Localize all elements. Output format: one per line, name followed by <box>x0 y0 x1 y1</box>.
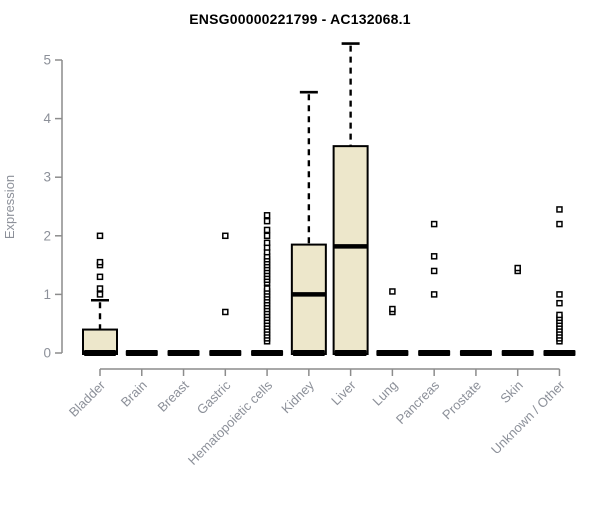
iqr-box <box>332 145 369 355</box>
outlier-point <box>430 267 438 275</box>
zero-bar <box>167 350 200 356</box>
outlier-point <box>430 253 438 260</box>
zero-bar <box>125 350 158 356</box>
outlier-point <box>556 206 563 213</box>
y-axis: 0 1 2 3 4 5 Expression <box>2 53 63 361</box>
outlier-point <box>556 299 563 307</box>
x-tick-label: Unknown / Other <box>488 377 568 457</box>
box-liver <box>332 42 369 356</box>
y-tick-label: 0 <box>43 346 51 361</box>
outlier-point <box>263 239 271 247</box>
zero-bar <box>251 350 284 356</box>
zero-bar <box>376 350 409 356</box>
x-tick-label: Breast <box>154 377 191 414</box>
iqr-box <box>82 328 118 355</box>
y-tick-label: 3 <box>43 170 51 185</box>
outlier-point <box>222 232 229 240</box>
outlier-point <box>389 288 396 295</box>
outlier-point <box>96 232 104 240</box>
outlier-point <box>389 305 396 313</box>
x-tick-label: Kidney <box>278 377 317 416</box>
box-kidney <box>290 90 327 356</box>
y-tick-label: 1 <box>43 287 51 302</box>
x-tick-label: Prostate <box>439 378 484 423</box>
outlier-point <box>514 264 521 272</box>
box-lung <box>376 288 409 356</box>
x-tick-label: Pancreas <box>393 377 443 427</box>
zero-bar <box>84 350 116 356</box>
outlier-point <box>96 258 104 266</box>
chart-title: ENSG00000221799 - AC132068.1 <box>189 11 411 27</box>
box-pancreas <box>418 220 451 356</box>
zero-bar <box>209 350 242 356</box>
y-tick-label: 4 <box>43 111 51 126</box>
x-tick-label: Brain <box>118 378 150 410</box>
box-prostate <box>459 350 492 356</box>
x-tick-label: Skin <box>497 378 525 406</box>
y-axis-label: Expression <box>2 175 17 239</box>
x-tick-label: Liver <box>328 377 359 408</box>
outlier-point <box>263 232 271 240</box>
outlier-point <box>263 212 271 219</box>
zero-bar <box>292 350 325 356</box>
outlier-point <box>263 226 271 234</box>
outlier-point <box>430 291 438 298</box>
zero-bar <box>459 350 492 356</box>
box-brain <box>125 350 158 356</box>
outlier-point <box>96 291 104 298</box>
box-hematopoietic-cells <box>251 212 284 356</box>
x-tick-label: Bladder <box>66 377 109 420</box>
box-unknown-other <box>543 206 576 356</box>
zero-bar <box>501 350 534 356</box>
outlier-point <box>263 217 271 225</box>
box-breast <box>167 350 200 356</box>
outlier-point <box>96 285 104 292</box>
outlier-point <box>556 220 563 228</box>
outlier-point <box>222 308 229 316</box>
outlier-point <box>430 220 438 228</box>
outlier-point <box>556 311 563 319</box>
box-bladder <box>82 232 118 356</box>
x-tick-label: Lung <box>369 378 400 409</box>
zero-bar <box>418 350 451 356</box>
y-tick-label: 5 <box>43 53 51 68</box>
zero-bar <box>334 350 367 356</box>
outlier-point <box>556 291 563 298</box>
outlier-point <box>263 285 271 292</box>
y-tick-label: 2 <box>43 228 51 243</box>
box-gastric <box>209 232 242 356</box>
iqr-box <box>290 243 327 355</box>
x-tick-label: Gastric <box>194 377 234 417</box>
box-skin <box>501 264 534 356</box>
zero-bar <box>543 350 576 356</box>
outlier-point <box>96 273 104 281</box>
